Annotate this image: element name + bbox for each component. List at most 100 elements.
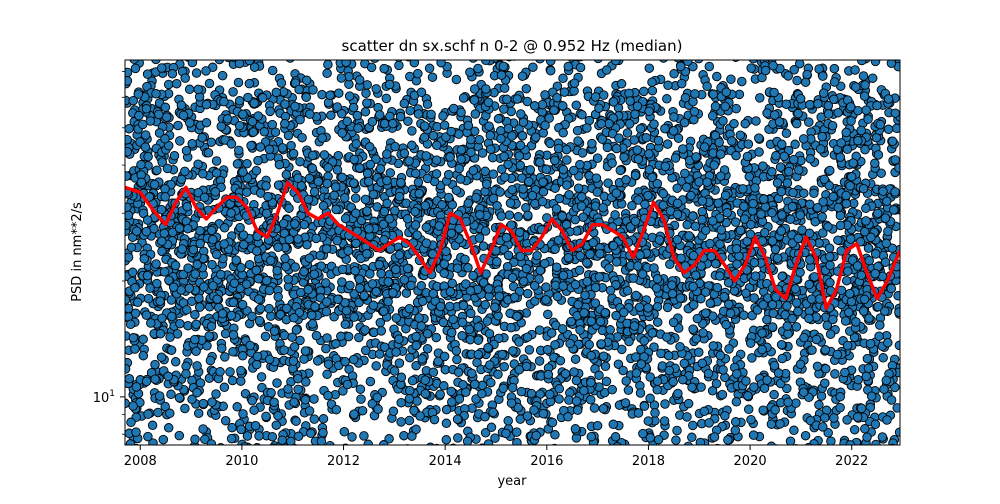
scatter-point <box>575 62 586 73</box>
scatter-point <box>362 249 372 259</box>
scatter-point <box>816 391 827 401</box>
scatter-point <box>557 324 568 334</box>
scatter-point <box>280 99 290 109</box>
scatter-point <box>846 296 857 307</box>
scatter-point <box>621 376 631 386</box>
scatter-point <box>667 288 678 299</box>
scatter-point <box>514 364 524 375</box>
scatter-point <box>371 361 381 371</box>
scatter-point <box>631 352 641 362</box>
scatter-point <box>411 424 421 435</box>
scatter-point <box>795 93 806 104</box>
scatter-point <box>232 402 242 412</box>
scatter-point <box>783 329 793 339</box>
scatter-point <box>379 118 390 129</box>
scatter-point <box>182 305 192 315</box>
scatter-point <box>860 144 870 155</box>
scatter-point <box>587 138 597 149</box>
scatter-point <box>841 198 852 209</box>
scatter-point <box>156 63 167 73</box>
scatter-point <box>290 219 300 229</box>
scatter-point <box>870 158 880 169</box>
scatter-point <box>340 356 350 367</box>
scatter-point <box>143 151 153 162</box>
scatter-point <box>630 109 640 119</box>
scatter-point <box>238 409 248 419</box>
scatter-point <box>757 344 767 355</box>
scatter-point <box>625 96 635 106</box>
scatter-point <box>788 187 798 198</box>
scatter-point <box>678 374 688 385</box>
scatter-point <box>180 166 190 177</box>
scatter-point <box>194 293 204 303</box>
scatter-point <box>302 240 312 250</box>
scatter-point <box>562 180 572 190</box>
scatter-point <box>399 275 410 285</box>
scatter-point <box>720 190 731 201</box>
scatter-point <box>242 431 253 441</box>
scatter-point <box>395 111 406 122</box>
scatter-point <box>439 268 449 279</box>
scatter-point <box>518 276 529 287</box>
scatter-point <box>631 368 642 378</box>
scatter-point <box>743 391 753 401</box>
scatter-point <box>496 70 507 80</box>
scatter-point <box>482 316 493 326</box>
scatter-point <box>157 236 167 246</box>
scatter-point <box>502 94 512 105</box>
scatter-point <box>244 78 255 89</box>
scatter-point <box>365 159 376 170</box>
scatter-point <box>820 345 831 355</box>
scatter-point <box>668 126 679 136</box>
scatter-point <box>458 93 469 103</box>
scatter-point <box>755 93 765 103</box>
scatter-point <box>790 139 800 150</box>
scatter-point <box>608 419 619 430</box>
scatter-point <box>792 75 802 86</box>
scatter-point <box>730 425 741 436</box>
scatter-point <box>401 198 411 208</box>
scatter-point <box>573 183 584 193</box>
scatter-point <box>391 313 402 323</box>
scatter-point <box>219 223 230 233</box>
scatter-point <box>486 377 496 388</box>
scatter-point <box>236 376 246 386</box>
scatter-point <box>140 130 151 140</box>
scatter-point <box>431 140 442 151</box>
scatter-point <box>622 128 633 138</box>
scatter-point <box>431 332 442 343</box>
scatter-point <box>220 415 231 426</box>
scatter-point <box>228 87 238 97</box>
scatter-point <box>267 65 278 76</box>
scatter-point <box>176 100 187 110</box>
scatter-point <box>417 296 428 307</box>
scatter-point <box>404 415 415 426</box>
scatter-point <box>447 278 457 289</box>
scatter-point <box>821 364 831 374</box>
scatter-point <box>480 300 491 310</box>
scatter-point <box>762 314 772 325</box>
scatter-point <box>426 109 436 120</box>
scatter-point <box>219 382 230 393</box>
scatter-point <box>859 91 870 101</box>
scatter-point <box>293 173 303 183</box>
scatter-point <box>712 282 723 293</box>
scatter-point <box>721 319 731 330</box>
scatter-point <box>791 322 802 332</box>
scatter-point <box>708 341 719 351</box>
scatter-point <box>321 343 331 354</box>
scatter-point <box>405 385 415 396</box>
scatter-point <box>795 267 805 278</box>
scatter-point <box>863 114 873 124</box>
scatter-point <box>238 109 248 120</box>
scatter-point <box>384 214 395 224</box>
scatter-point <box>143 431 153 442</box>
scatter-point <box>381 93 392 104</box>
scatter-point <box>348 354 359 365</box>
scatter-point <box>881 375 892 386</box>
scatter-point <box>563 412 573 422</box>
scatter-point <box>125 319 136 330</box>
scatter-point <box>439 381 449 391</box>
scatter-point <box>663 80 673 91</box>
scatter-point <box>718 365 728 375</box>
